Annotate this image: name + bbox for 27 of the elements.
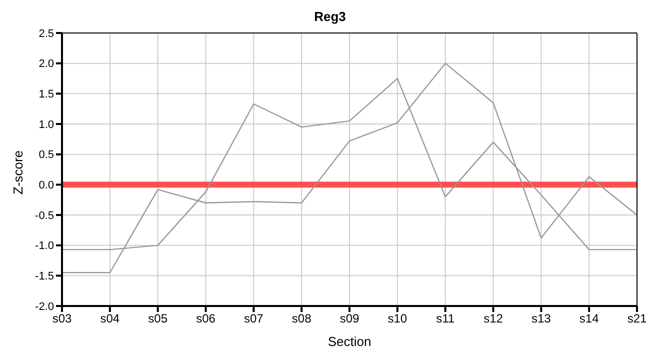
y-tick-label: -2.0	[35, 300, 54, 313]
x-tick-label: s08	[292, 312, 312, 326]
line-series	[62, 62, 637, 274]
x-axis-title: Section	[328, 334, 372, 349]
x-tick-label: s11	[436, 312, 455, 326]
y-tick-label: 1.0	[38, 118, 54, 131]
x-tick-label: s09	[340, 312, 360, 326]
x-tick-label: s13	[531, 312, 552, 326]
chart-title: Reg3	[313, 8, 347, 26]
y-axis-title: Z-score	[10, 150, 26, 194]
x-tick-label: s04	[100, 312, 120, 326]
x-tick-label: s14	[579, 312, 600, 326]
y-tick-label: 0.5	[38, 149, 54, 162]
y-tick-label: 2.5	[38, 28, 54, 40]
y-tick-label: 1.5	[38, 88, 54, 101]
x-tick-label: s07	[244, 312, 264, 326]
x-tick-label: s21	[627, 312, 647, 326]
x-tick-label: s03	[52, 312, 72, 326]
x-tick-label: s10	[388, 312, 408, 326]
y-tick-label: -1.5	[35, 270, 54, 283]
x-tick-label: s12	[484, 312, 504, 326]
y-tick-label: 0.0	[38, 180, 54, 192]
x-tick-label: s06	[196, 312, 216, 326]
y-tick-label: 2.0	[38, 58, 54, 70]
y-tick-label: -1.0	[35, 240, 54, 252]
x-tick-label: s05	[148, 312, 168, 326]
y-tick-label: -0.5	[35, 210, 54, 222]
